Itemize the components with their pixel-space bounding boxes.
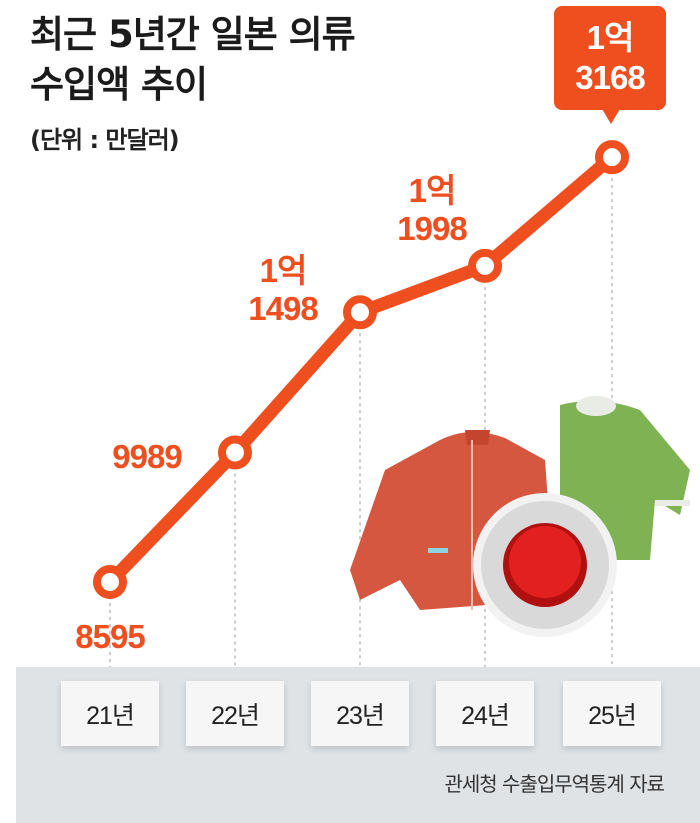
data-point-24년 [468,248,502,283]
data-label-top: 1억 [586,19,635,56]
x-tick-label: 21년 [61,681,159,746]
data-label-value: 1998 [397,210,467,247]
data-point-25년 [595,140,629,175]
data-label-top: 1억 [408,172,457,209]
chart-title: 최근 5년간 일본 의류 수입액 추이 [30,10,356,110]
data-label: 8595 [55,618,165,656]
data-label-value: 9989 [112,438,182,475]
data-label-value: 8595 [75,618,145,655]
data-label: 9989 [92,438,202,476]
data-label-callout: 1억 3168 [554,6,666,124]
data-point-21년 [93,565,127,599]
red-button-icon [473,493,617,637]
data-label: 1억 1498 [228,252,338,328]
data-point-23년 [343,295,377,330]
title-line-2: 수입액 추이 [30,63,208,106]
data-point-22년 [218,435,252,470]
unit-label: (단위 : 만달러) [30,126,180,154]
data-label: 1억 1998 [377,172,487,248]
data-label-top: 1억 [259,252,308,289]
data-label-value: 3168 [575,59,645,96]
data-label-value: 1498 [248,290,318,327]
x-tick-label: 25년 [563,681,661,746]
title-line-1: 최근 5년간 일본 의류 [30,13,356,56]
x-tick-label: 23년 [311,681,409,746]
clothing-illustration [350,396,690,637]
source-note: 관세청 수출입무역통계 자료 [444,772,665,796]
x-tick-label: 22년 [186,681,284,746]
x-tick-label: 24년 [436,681,534,746]
